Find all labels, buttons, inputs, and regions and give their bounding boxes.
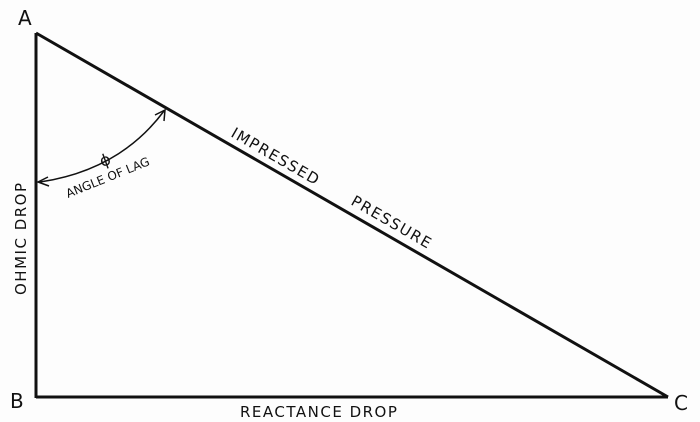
vertex-c: C [674,391,688,415]
phi-label: ϕ [97,149,113,170]
side-ac [35,31,669,399]
vertex-a: A [18,6,32,30]
arrow-head-left [36,176,50,187]
ohmic-drop-label: OHMIC DROP [12,181,30,295]
arrow-head-right [154,108,166,122]
reactance-drop-label: REACTANCE DROP [240,403,398,421]
vertex-b: B [10,389,24,413]
angle-arc [39,110,165,183]
impressed-label: IMPRESSED [228,124,324,190]
pressure-label: PRESSURE [348,192,436,253]
